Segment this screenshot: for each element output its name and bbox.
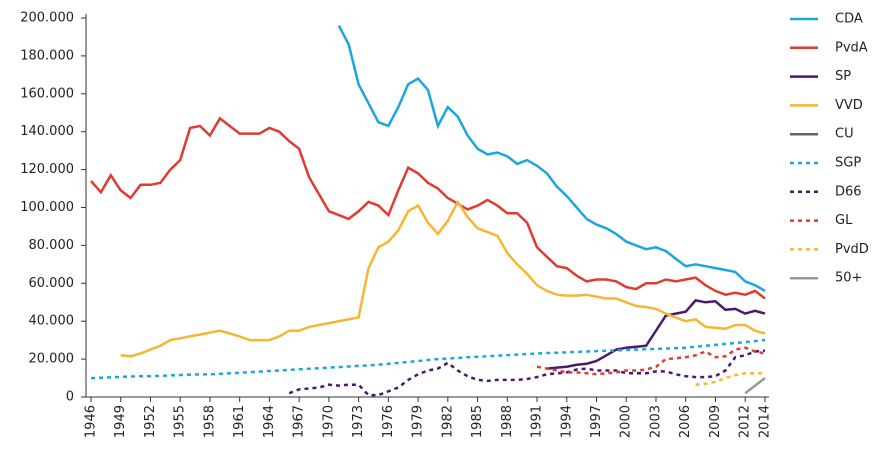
x-tick-label: 1970 — [321, 405, 336, 438]
x-tick-label: 1955 — [173, 405, 188, 438]
series-line — [90, 338, 766, 380]
x-tick-label: 1967 — [292, 405, 307, 438]
y-tick-label: 160.000 — [20, 86, 74, 101]
legend-label: D66 — [835, 184, 862, 199]
series-line — [695, 372, 765, 386]
x-tick-label: 1985 — [470, 405, 485, 438]
x-tick-label: 1961 — [232, 405, 247, 438]
x-tick-label: 2000 — [619, 405, 634, 438]
y-tick-label: 20.000 — [29, 352, 75, 367]
series-line — [744, 377, 766, 395]
x-tick-label: 1997 — [589, 405, 604, 438]
legend-label: PvdD — [835, 242, 869, 257]
series-line — [120, 199, 766, 358]
legend-label: PvdA — [835, 40, 868, 55]
x-tick-label: 1991 — [530, 405, 545, 438]
y-tick-label: 40.000 — [29, 314, 75, 329]
y-tick-label: 180.000 — [20, 48, 74, 63]
legend-label: VVD — [835, 98, 863, 113]
y-tick-label: 80.000 — [29, 238, 75, 253]
legend-label: GL — [835, 213, 853, 228]
x-tick-label: 1973 — [351, 405, 366, 438]
x-tick-label: 2014 — [758, 405, 773, 438]
x-tick-label: 1994 — [559, 405, 574, 438]
legend-label: SGP — [835, 156, 861, 171]
x-tick-label: 2012 — [738, 405, 753, 438]
x-tick-label: 1964 — [262, 405, 277, 438]
x-tick-label: 1946 — [84, 405, 99, 438]
x-tick-label: 1958 — [202, 405, 217, 438]
series-line — [337, 25, 766, 292]
legend-label: SP — [835, 69, 851, 84]
series-line — [536, 346, 766, 376]
series-line — [288, 349, 766, 397]
y-tick-label: 200.000 — [20, 11, 74, 26]
legend-label: CU — [835, 127, 854, 142]
y-tick-label: 120.000 — [20, 162, 74, 177]
x-tick-label: 2006 — [678, 405, 693, 438]
x-tick-label: 1952 — [143, 405, 158, 438]
legend-label: CDA — [835, 12, 863, 27]
y-tick-label: 140.000 — [20, 124, 74, 139]
series-line — [90, 116, 766, 300]
y-tick-label: 100.000 — [20, 200, 74, 215]
x-tick-label: 1979 — [411, 405, 426, 438]
x-tick-label: 2009 — [708, 405, 723, 438]
y-tick-label: 60.000 — [29, 276, 75, 291]
x-tick-label: 1949 — [113, 405, 128, 438]
x-tick-label: 2003 — [648, 405, 663, 438]
x-tick-label: 1982 — [440, 405, 455, 438]
x-tick-label: 1988 — [500, 405, 515, 438]
y-tick-label: 0 — [66, 390, 74, 405]
legend-label: 50+ — [835, 271, 862, 286]
series-line — [546, 299, 766, 370]
x-tick-label: 1976 — [381, 405, 396, 438]
